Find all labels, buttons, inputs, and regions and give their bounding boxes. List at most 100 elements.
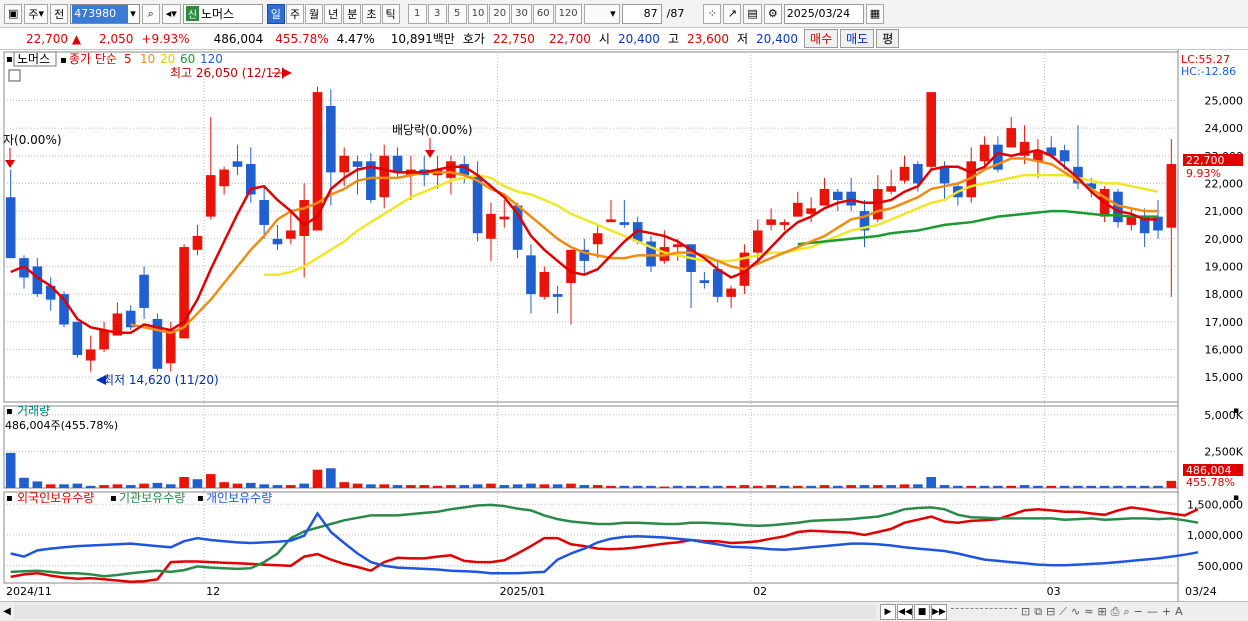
legend-name-box[interactable] <box>13 51 57 67</box>
forward-button[interactable]: ▶▶ <box>931 603 947 620</box>
plus-icon[interactable]: + <box>1161 604 1172 618</box>
tab-year[interactable]: 년 <box>324 3 343 24</box>
tab-day[interactable]: 일 <box>266 3 285 24</box>
magnifier-icon[interactable]: ⌕ <box>1123 604 1130 618</box>
candle-body <box>1006 128 1017 148</box>
interval-120[interactable]: 120 <box>554 3 582 24</box>
volume-bar <box>179 477 189 488</box>
interval-5[interactable]: 5 <box>447 3 467 24</box>
candle-body <box>792 202 803 217</box>
price-tick-label: 18,000 <box>1205 288 1244 301</box>
date-input[interactable]: 2025/03/24 <box>783 3 864 24</box>
print-icon[interactable]: ⎙ <box>1110 604 1120 618</box>
minus-icon[interactable]: — <box>1146 604 1158 618</box>
table-icon[interactable] <box>8 69 21 82</box>
date-tick-label: 02 <box>753 585 767 598</box>
play-button[interactable]: ▶ <box>880 603 896 620</box>
candle-body <box>1126 216 1137 225</box>
ma5-line <box>10 148 1158 335</box>
volume-bar <box>272 485 283 488</box>
volume-bar <box>32 481 43 488</box>
interval-20[interactable]: 20 <box>489 3 511 24</box>
copy-icon[interactable]: ⧉ <box>1034 604 1043 618</box>
date-tick-label: 2025/01 <box>500 585 546 598</box>
tab-minute[interactable]: 분 <box>343 3 362 24</box>
candle-body <box>672 244 683 248</box>
candle-body <box>806 208 816 214</box>
volume-bar <box>165 484 176 488</box>
volume-bar <box>899 484 910 488</box>
stop-button[interactable]: ■ <box>914 603 930 620</box>
interval-60[interactable]: 60 <box>532 3 554 24</box>
lc-label: LC:55.27 <box>1181 53 1230 66</box>
speaker-icon[interactable]: ◂▾ <box>161 3 181 24</box>
zoom-slider[interactable] <box>951 607 1017 616</box>
volume-pane-close-icon[interactable]: ▪ <box>1233 406 1239 416</box>
line-tool-icon[interactable]: ⟋ <box>1059 604 1067 618</box>
tab-month[interactable]: 월 <box>305 3 324 24</box>
high-label: 고 <box>667 32 679 46</box>
price-tick-label: 24,000 <box>1205 122 1244 135</box>
zoom-out-icon[interactable]: − <box>1133 604 1143 618</box>
rewind-button[interactable]: ◀◀ <box>897 603 913 620</box>
chevron-down-icon[interactable]: ▾ <box>130 7 136 20</box>
volume-bar <box>752 485 763 488</box>
candle-body <box>592 233 603 245</box>
stock-code[interactable]: 473980 <box>72 4 129 23</box>
tab-second[interactable]: 초 <box>362 3 381 24</box>
scrollbar-track[interactable] <box>14 604 876 619</box>
volume-bar <box>446 485 456 488</box>
volume-bar <box>406 485 416 488</box>
chart-area[interactable]: 25,00024,00023,00022,00021,00020,00019,0… <box>0 50 1248 621</box>
code-input[interactable]: 473980 ▾ <box>70 3 140 24</box>
volume-bar <box>499 485 510 488</box>
chevron-down-icon: ▾ <box>38 7 45 20</box>
scroll-left-icon[interactable]: ◀ <box>3 606 11 617</box>
interval-10[interactable]: 10 <box>467 3 489 24</box>
flow-pane-close-icon[interactable]: ▪ <box>1233 493 1239 503</box>
custom-interval-select[interactable]: ▾ <box>583 3 620 24</box>
candle-body <box>819 188 830 206</box>
sell-button[interactable]: 매도 <box>840 29 875 48</box>
save-icon[interactable]: ▤ <box>743 3 762 24</box>
interval-1[interactable]: 1 <box>407 3 427 24</box>
candle-body <box>619 222 630 225</box>
volume-bar <box>579 485 590 488</box>
candle-body <box>339 155 349 173</box>
calendar-icon[interactable]: ▦ <box>865 3 885 24</box>
count-input[interactable]: 87 <box>621 3 662 24</box>
volume-bar <box>472 484 483 488</box>
gear-icon[interactable]: ⚙ <box>763 3 782 24</box>
interval-3[interactable]: 3 <box>427 3 447 24</box>
cross-icon[interactable]: ↗ <box>723 3 742 24</box>
interval-30[interactable]: 30 <box>511 3 532 24</box>
volume-bar <box>1126 485 1137 488</box>
legend-marker: ▪ <box>60 55 67 66</box>
volume-bar <box>486 483 496 488</box>
fibo-icon[interactable]: ⊞ <box>1097 604 1107 618</box>
zoom-range-icon[interactable]: ⊡ <box>1021 604 1031 618</box>
date-tick-label: 12 <box>206 585 220 598</box>
flow-title-institution: 기관보유수량 <box>119 491 185 505</box>
wave-icon[interactable]: ≈ <box>1084 604 1094 618</box>
candle-body <box>579 249 590 261</box>
prev-button[interactable]: 전 <box>50 3 69 24</box>
tab-week[interactable]: 주 <box>285 3 305 24</box>
max-price-arrow <box>282 68 292 78</box>
avg-button[interactable]: 평 <box>876 29 900 48</box>
stock-name-box[interactable]: 신 노머스 <box>182 3 263 24</box>
chart-svg[interactable]: 25,00024,00023,00022,00021,00020,00019,0… <box>0 50 1248 601</box>
buy-button[interactable]: 매수 <box>804 29 839 48</box>
volume-bar <box>873 485 883 488</box>
compare-icon[interactable]: ⊟ <box>1046 604 1056 618</box>
text-tool-icon[interactable]: A <box>1175 604 1183 618</box>
search-icon[interactable]: ⌕ <box>141 3 160 24</box>
date-tick-label: 03/24 <box>1185 585 1217 598</box>
grid-icon[interactable]: ⁘ <box>703 3 722 24</box>
trend-icon[interactable]: ∿ <box>1071 604 1081 618</box>
layout-icon[interactable]: ▣ <box>4 3 23 24</box>
tab-tick[interactable]: 틱 <box>381 3 400 24</box>
period-main-select[interactable]: 주 ▾ <box>24 3 49 24</box>
candle-body <box>859 211 870 231</box>
candle-body <box>539 271 550 297</box>
